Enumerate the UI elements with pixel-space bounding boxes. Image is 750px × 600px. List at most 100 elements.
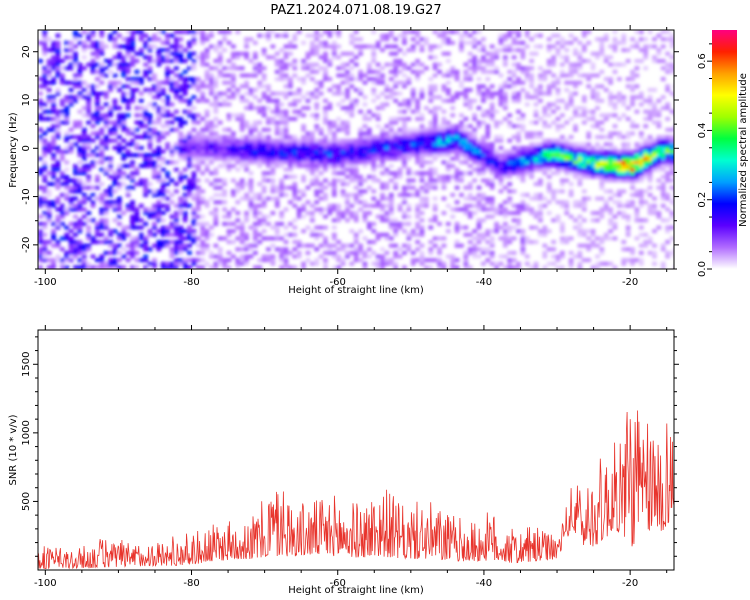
heatmap-cell — [121, 124, 127, 129]
heatmap-cell — [371, 30, 377, 35]
heatmap-cell — [349, 178, 355, 183]
heatmap-cell — [187, 55, 192, 60]
heatmap-cell — [674, 41, 679, 45]
heatmap-cell — [309, 232, 315, 237]
heatmap-cell — [156, 218, 162, 223]
heatmap-cell — [173, 225, 179, 230]
heatmap-cell — [520, 207, 526, 212]
heatmap-cell — [125, 84, 131, 89]
heatmap-cell — [665, 102, 671, 107]
heatmap-cell — [178, 236, 184, 241]
heatmap-cell — [296, 142, 302, 147]
heatmap-cell — [125, 258, 131, 263]
heatmap-cell — [292, 153, 298, 158]
heatmap-cell — [55, 135, 61, 140]
heatmap-cell — [327, 149, 333, 154]
heatmap-cell — [103, 145, 109, 150]
heatmap-cell — [182, 218, 188, 223]
heatmap-cell — [616, 116, 622, 121]
heatmap-cell — [612, 221, 618, 226]
heatmap-cell — [498, 145, 504, 150]
heatmap-cell — [630, 160, 635, 165]
heatmap-cell — [261, 127, 267, 132]
heatmap-cell — [125, 207, 131, 212]
heatmap-cell — [81, 243, 87, 248]
heatmap-cell — [380, 185, 385, 190]
heatmap-cell — [99, 240, 105, 245]
heatmap-cell — [608, 196, 613, 201]
heatmap-cell — [121, 247, 127, 252]
heatmap-cell — [481, 196, 486, 201]
heatmap-cell — [266, 98, 271, 103]
heatmap-cell — [573, 167, 578, 172]
heatmap-cell — [428, 240, 434, 245]
heatmap-cell — [577, 106, 583, 111]
heatmap-cell — [459, 243, 464, 248]
heatmap-cell — [288, 156, 293, 161]
heatmap-cell — [665, 153, 671, 158]
heatmap-cell — [630, 174, 635, 179]
heatmap-cell — [551, 261, 556, 266]
heatmap-cell — [481, 171, 486, 176]
heatmap-cell — [323, 243, 328, 248]
heatmap-cell — [143, 189, 149, 194]
heatmap-cell — [573, 48, 578, 53]
heatmap-cell — [46, 109, 52, 114]
heatmap-cell — [323, 225, 328, 230]
heatmap-cell — [573, 225, 578, 230]
heatmap-cell — [46, 58, 52, 63]
heatmap-cell — [95, 153, 100, 158]
heatmap-cell — [353, 214, 359, 219]
heatmap-cell — [165, 66, 170, 71]
heatmap-cell — [42, 254, 48, 259]
heatmap-cell — [244, 84, 249, 89]
heatmap-cell — [340, 211, 346, 216]
heatmap-cell — [542, 120, 548, 125]
heatmap-cell — [502, 80, 508, 85]
heatmap-cell — [459, 225, 464, 230]
heatmap-cell — [410, 153, 416, 158]
heatmap-cell — [643, 200, 649, 205]
heatmap-cell — [81, 261, 87, 266]
heatmap-cell — [309, 66, 315, 71]
heatmap-cell — [353, 149, 359, 154]
heatmap-cell — [652, 149, 657, 154]
heatmap-cell — [638, 200, 644, 205]
heatmap-cell — [353, 247, 359, 252]
heatmap-cell — [314, 225, 320, 230]
heatmap-cell — [463, 145, 469, 150]
heatmap-cell — [384, 214, 390, 219]
heatmap-cell — [577, 145, 583, 150]
heatmap-cell — [665, 149, 671, 154]
heatmap-cell — [38, 135, 43, 140]
heatmap-cell — [288, 167, 293, 172]
heatmap-cell — [638, 160, 644, 165]
heatmap-cell — [323, 258, 328, 263]
heatmap-cell — [345, 87, 350, 92]
heatmap-cell — [489, 145, 495, 150]
heatmap-cell — [450, 127, 456, 132]
heatmap-cell — [358, 87, 363, 92]
heatmap-cell — [73, 203, 78, 208]
heatmap-cell — [419, 116, 425, 121]
heatmap-cell — [323, 236, 328, 241]
heatmap-cell — [222, 261, 228, 266]
heatmap-cell — [375, 236, 381, 241]
heatmap-cell — [467, 33, 473, 38]
heatmap-cell — [349, 113, 355, 118]
heatmap-cell — [235, 113, 241, 118]
heatmap-cell — [445, 178, 451, 183]
heatmap-cell — [476, 62, 482, 67]
heatmap-cell — [244, 254, 249, 259]
heatmap-cell — [638, 156, 644, 161]
heatmap-cell — [625, 171, 631, 176]
heatmap-cell — [301, 113, 306, 118]
heatmap-cell — [239, 221, 245, 226]
heatmap-cell — [384, 167, 390, 172]
heatmap-cell — [309, 171, 315, 176]
heatmap-cell — [261, 254, 267, 259]
heatmap-cell — [393, 185, 399, 190]
heatmap-cell — [489, 214, 495, 219]
heatmap-cell — [121, 225, 127, 230]
heatmap-cell — [169, 153, 175, 158]
